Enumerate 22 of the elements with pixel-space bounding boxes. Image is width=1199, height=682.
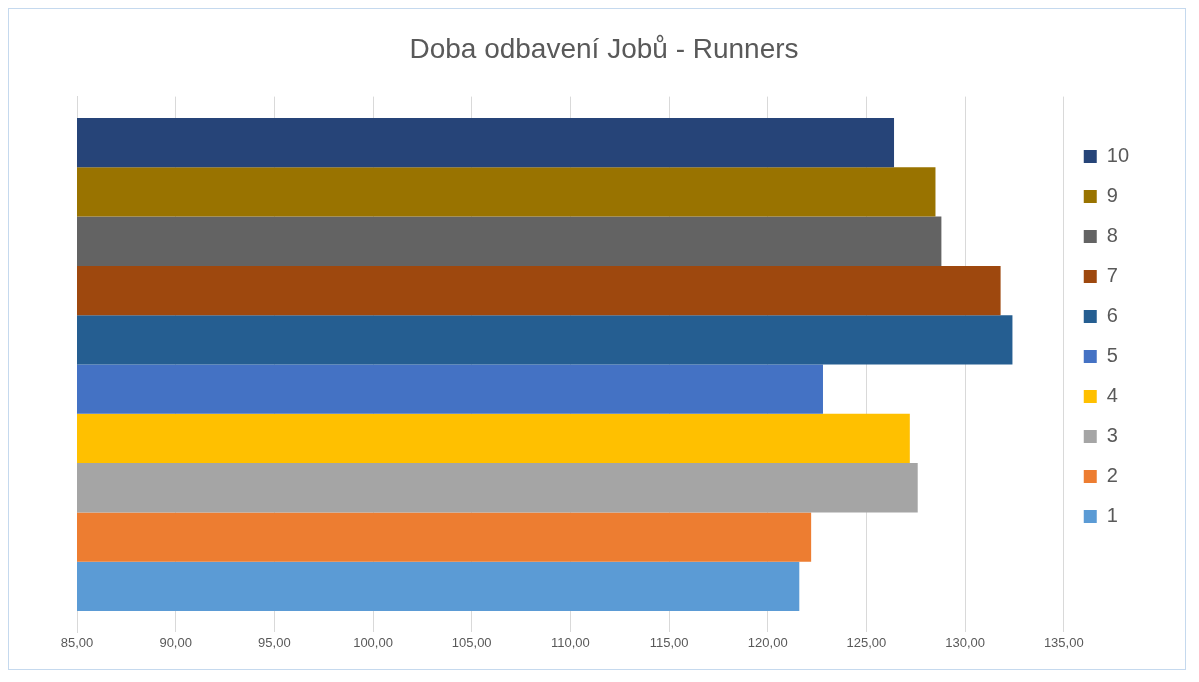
legend-label: 5: [1106, 344, 1118, 367]
legend-label: 4: [1106, 384, 1118, 407]
legend-label: 10: [1106, 144, 1129, 167]
legend-label: 7: [1106, 264, 1118, 287]
legend-label: 1: [1106, 504, 1118, 527]
x-tick-label: 130,00: [945, 634, 985, 650]
x-tick-label: 90,00: [159, 634, 192, 650]
x-tick-label: 135,00: [1043, 634, 1084, 650]
x-tick-label: 105,00: [451, 634, 492, 650]
legend-label: 8: [1106, 224, 1118, 247]
legend-label: 9: [1106, 184, 1118, 207]
x-tick-label: 95,00: [258, 634, 291, 650]
x-tick-label: 115,00: [649, 634, 689, 650]
chart-title: Doba odbavení Jobů - Runners: [409, 32, 799, 64]
x-tick-label: 120,00: [747, 634, 788, 650]
x-tick-label: 125,00: [846, 634, 887, 650]
x-tick-label: 110,00: [550, 634, 590, 650]
legend-label: 2: [1106, 464, 1118, 487]
legend-label: 3: [1106, 424, 1118, 447]
legend-label: 6: [1106, 304, 1118, 327]
x-tick-label: 100,00: [353, 634, 393, 650]
x-tick-label: 85,00: [60, 634, 94, 650]
